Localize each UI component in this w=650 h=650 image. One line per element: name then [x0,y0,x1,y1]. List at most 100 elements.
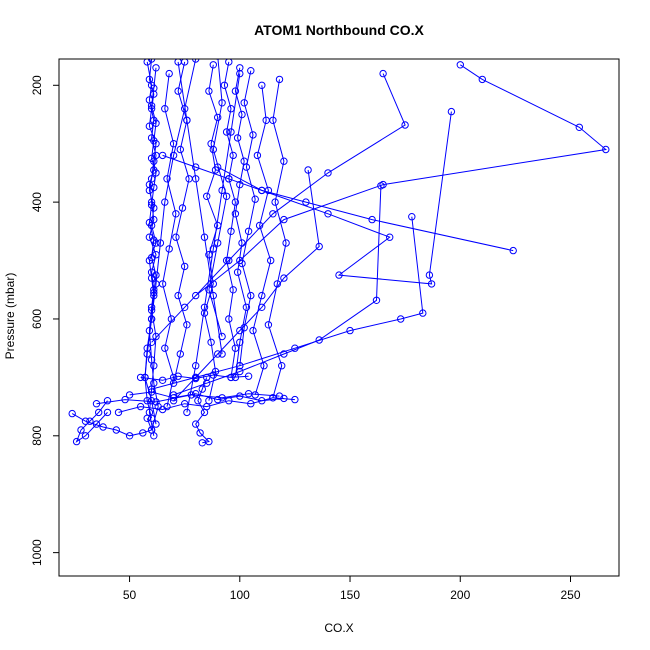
data-point [408,213,416,221]
data-point [139,429,147,437]
data-point [280,157,288,165]
data-point [192,59,200,63]
data-point [214,395,222,404]
data-point [114,408,123,417]
data-point [218,99,226,107]
data-point [150,84,158,92]
data-point [291,395,299,404]
data-point [209,291,218,300]
data-point [147,414,156,422]
profile-line [96,393,280,405]
data-point [196,429,204,437]
data-point [258,186,266,195]
data-point [203,379,211,387]
data-point [236,362,244,370]
profile-line [75,400,108,443]
data-point [150,183,158,192]
data-point [125,391,134,399]
plot-frame [58,58,620,577]
data-point [236,256,244,265]
data-point [229,151,237,160]
data-point [169,140,178,148]
data-point [209,61,218,69]
profile-series [158,151,517,255]
data-point [77,426,85,434]
profile-series [114,394,299,417]
data-point [147,201,156,209]
data-point [278,362,286,370]
data-point [247,291,255,300]
data-point [269,210,277,218]
data-point [346,326,354,335]
data-point [158,405,167,414]
data-point [183,408,191,417]
profile-series [92,390,284,408]
data-point [242,303,251,311]
data-point [143,350,151,358]
data-point [200,233,209,241]
data-point [152,271,160,279]
data-point [207,338,215,346]
data-point [220,81,229,90]
profile-series [147,69,409,346]
data-point [136,402,145,411]
data-point [165,245,173,253]
profile-line [144,59,197,419]
data-point [280,274,288,282]
data-point [249,326,257,335]
y-tick-label: 600 [30,309,44,329]
data-point [95,408,103,417]
data-point [280,350,288,358]
profile-series [214,107,456,288]
data-point [176,350,185,358]
data-point [150,236,158,244]
data-point [264,321,273,329]
data-point [315,242,323,251]
data-point [176,145,185,154]
data-point [244,390,253,398]
data-point [163,175,171,183]
data-point [271,198,279,206]
data-point [125,432,134,440]
profile-line [234,67,247,378]
data-point [169,151,178,160]
data-point [602,145,610,154]
data-point [255,221,264,230]
profile-line [223,61,236,378]
profile-line [162,154,514,252]
data-point [218,394,226,402]
data-point [152,169,160,177]
data-point [203,192,211,201]
data-point [236,64,244,72]
data-point [335,271,343,279]
data-point [192,390,200,398]
data-point [419,309,427,317]
chart-title: ATOM1 Northbound CO.X [254,22,424,38]
data-point [236,367,244,376]
data-point [247,400,255,408]
data-point [315,336,323,344]
data-point [236,326,244,335]
data-point [222,128,231,136]
data-point [203,402,211,411]
data-point [233,134,242,142]
data-point [227,128,235,136]
data-point [68,409,76,418]
data-point [269,394,277,402]
data-point [225,175,233,183]
data-point [575,123,583,132]
x-tick-label: 100 [230,588,250,602]
x-axis: 50 100 150 200 250 [123,576,581,602]
data-point [169,379,178,387]
data-point [249,131,257,139]
profile-line [208,59,228,337]
data-point [72,437,81,446]
data-point [172,210,180,218]
profile-line [173,185,382,396]
data-point [425,271,434,279]
y-axis-title: Pressure (mbar) [3,273,17,360]
data-point [258,303,266,311]
data-point [214,350,222,358]
data-point [161,344,169,352]
